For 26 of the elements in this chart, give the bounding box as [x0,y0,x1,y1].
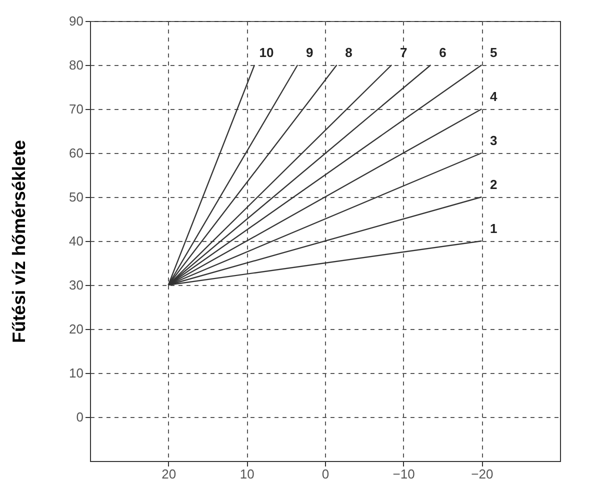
series-label: 4 [490,89,498,104]
y-tick-label: 20 [69,322,84,336]
series-label: 3 [490,133,498,148]
x-tick-label: 20 [162,466,176,482]
x-tick-label: −10 [392,466,415,482]
y-tick-label: 30 [69,278,84,292]
y-tick-label: 60 [69,146,84,160]
series-label: 1 [490,221,498,236]
y-tick-label: 40 [69,234,84,248]
x-tick-label: 10 [240,466,254,482]
y-tick-label: 10 [69,366,84,380]
series-label: 7 [400,45,408,60]
y-tick-label: 80 [69,58,84,72]
series-label: 2 [490,177,498,192]
y-axis-title: Fűtési víz hőmérséklete [9,140,30,344]
series-label: 9 [306,45,314,60]
y-tick-label: 50 [69,190,84,204]
x-tick-label: 0 [322,466,330,482]
y-tick-label: 0 [76,410,84,424]
series-label: 8 [345,45,352,60]
series-label: 10 [259,45,274,60]
series-label: 5 [490,45,498,60]
y-tick-label: 70 [69,102,84,116]
x-tick-label: −20 [471,466,494,482]
y-tick-label: 90 [69,14,84,28]
series-label: 6 [439,45,446,60]
